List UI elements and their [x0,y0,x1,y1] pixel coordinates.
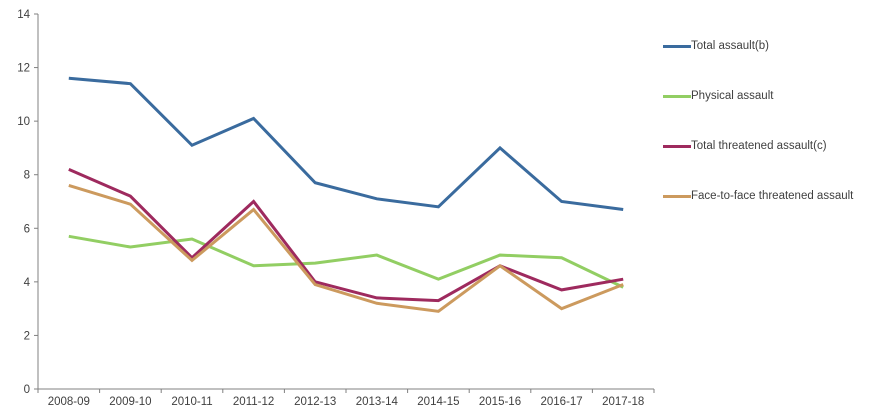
x-axis-label: 2014-15 [417,396,459,408]
x-axis-label: 2010-11 [171,396,212,408]
series-line-3 [68,183,624,313]
x-axis-label: 2013-14 [356,396,399,408]
x-axis-label: 2012-13 [294,396,336,408]
y-axis-label: 14 [17,9,30,21]
legend-label-total-assault: Total assault(b) [691,40,769,52]
legend-swatch-total-assault [663,44,691,48]
legend-item-face-to-face-threatened-assault: Face-to-face threatened assault [663,190,853,202]
series-line-1 [68,234,624,289]
legend-label-physical-assault: Physical assault [691,90,774,102]
x-axis-label: 2016-17 [540,396,582,408]
x-axis-label: 2015-16 [479,396,521,408]
y-axis-label: 12 [17,63,30,75]
legend-swatch-physical-assault [663,94,691,98]
x-axis-label: 2008-09 [48,396,90,408]
y-axis-label: 4 [24,277,31,289]
legend-swatch-total-threatened-assault [663,144,691,148]
legend-label-face-to-face-threatened-assault: Face-to-face threatened assault [691,190,854,202]
series-line-0 [68,76,624,212]
legend-item-physical-assault: Physical assault [663,90,773,102]
legend-swatch-face-to-face-threatened-assault [663,194,691,198]
y-axis-label: 2 [24,330,30,342]
y-axis-label: 8 [24,170,30,182]
y-axis-label: 6 [24,223,30,235]
legend-item-total-assault: Total assault(b) [663,40,769,52]
y-axis-label: 10 [17,116,30,128]
y-axis-label: 0 [24,384,30,396]
x-axis-label: 2017-18 [602,396,644,408]
x-axis-label: 2009-10 [109,396,151,408]
legend-label-total-threatened-assault: Total threatened assault(c) [691,140,827,152]
x-axis-label: 2011-12 [233,396,274,408]
series-line-2 [68,167,624,303]
legend-item-total-threatened-assault: Total threatened assault(c) [663,140,827,152]
